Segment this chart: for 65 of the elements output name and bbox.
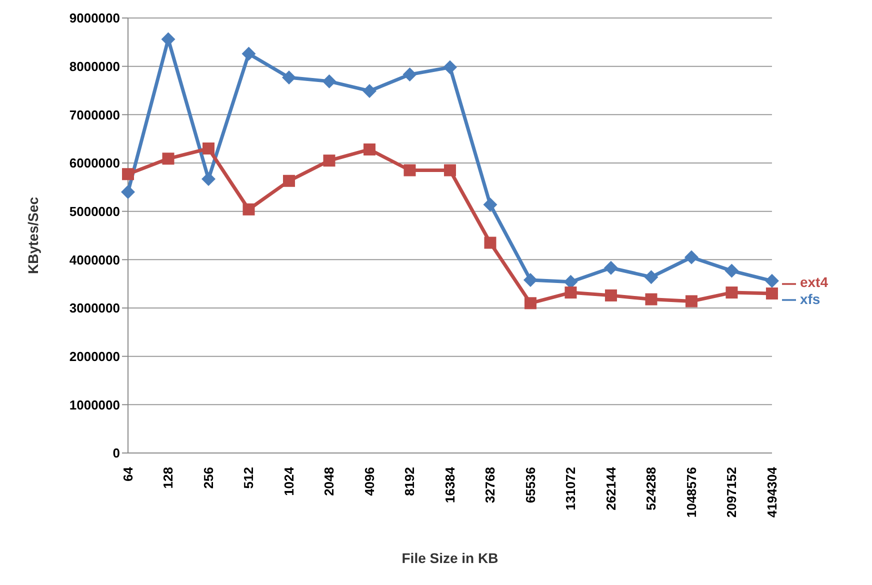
x-tick-label: 256 xyxy=(200,467,216,489)
point xyxy=(122,168,134,180)
legend-label: xfs xyxy=(800,290,820,306)
y-tick-label: 3000000 xyxy=(69,300,120,316)
point xyxy=(645,293,658,306)
point xyxy=(161,32,176,46)
x-tick-label: 1048576 xyxy=(684,467,699,518)
x-tick-label: 131072 xyxy=(563,467,578,510)
point xyxy=(323,154,336,167)
x-tick-label: 2048 xyxy=(322,467,337,496)
point xyxy=(442,60,457,74)
x-tick-label: 1024 xyxy=(281,466,296,496)
point xyxy=(242,203,255,216)
x-tick-label: 4096 xyxy=(362,467,377,496)
point xyxy=(282,70,296,84)
point xyxy=(202,142,214,154)
point xyxy=(726,286,738,299)
point xyxy=(766,288,778,300)
point xyxy=(404,164,416,176)
y-tick-label: 1000000 xyxy=(69,397,120,412)
x-tick-label: 262144 xyxy=(603,466,618,510)
x-tick-label: 16384 xyxy=(442,466,458,504)
point xyxy=(523,272,538,287)
point xyxy=(685,295,698,308)
y-tick-label: 8000000 xyxy=(69,58,120,74)
x-tick-label: 512 xyxy=(241,467,256,489)
legend-label: ext4 xyxy=(800,274,828,290)
point xyxy=(684,250,698,264)
x-tick-label: 8192 xyxy=(402,467,418,496)
y-tick-label: 0 xyxy=(112,446,120,461)
point xyxy=(362,84,376,98)
point xyxy=(444,164,456,176)
y-tick-label: 9000000 xyxy=(69,10,120,26)
point xyxy=(604,260,618,275)
x-tick-label: 65536 xyxy=(522,467,538,504)
point xyxy=(242,46,256,61)
y-tick-label: 5000000 xyxy=(69,204,120,219)
point xyxy=(322,74,336,88)
y-tick-label: 2000000 xyxy=(69,348,120,364)
x-tick-label: 128 xyxy=(160,467,176,489)
x-tick-label: 4194304 xyxy=(764,466,780,518)
point xyxy=(484,236,496,249)
point xyxy=(282,174,295,187)
y-tick-label: 6000000 xyxy=(69,156,120,171)
y-tick-label: 7000000 xyxy=(69,107,120,122)
x-tick-label: 64 xyxy=(120,466,136,482)
point xyxy=(524,297,536,310)
point xyxy=(604,289,617,302)
point xyxy=(162,152,174,165)
point xyxy=(764,274,779,288)
point xyxy=(483,198,498,212)
point xyxy=(121,185,135,199)
point xyxy=(564,286,577,299)
point xyxy=(644,270,658,284)
point xyxy=(564,274,578,289)
point xyxy=(724,264,739,278)
x-axis-title: File Size in KB xyxy=(402,550,498,566)
x-tick-label: 32768 xyxy=(482,467,498,504)
point xyxy=(402,68,417,82)
x-tick-label: 524288 xyxy=(644,467,659,510)
x-tick-label: 2097152 xyxy=(724,467,740,518)
point xyxy=(363,143,376,156)
y-tick-label: 4000000 xyxy=(69,252,120,268)
y-axis-title: KBytes/Sec xyxy=(24,196,41,274)
point xyxy=(201,172,216,186)
